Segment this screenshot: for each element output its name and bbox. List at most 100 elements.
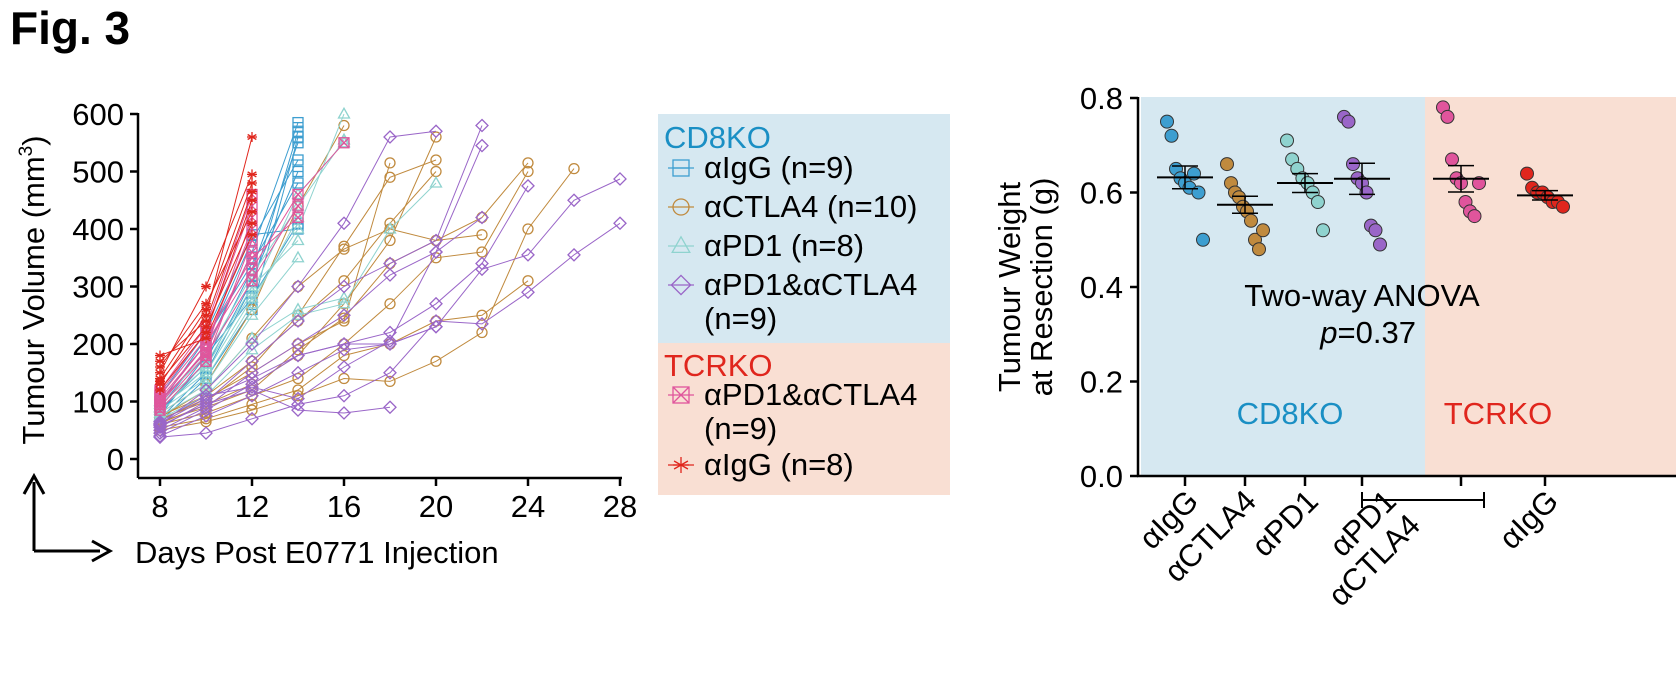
- growth-point-s1-c6: [246, 404, 258, 416]
- legend-marker: [672, 386, 690, 404]
- growth-point-s3-c5: [153, 430, 167, 445]
- growth-point-s3-c7: [383, 400, 397, 415]
- growth-point-s3-c0: [429, 124, 443, 139]
- growth-point-s5-c3: [247, 186, 257, 197]
- growth-point-s1-c5: [246, 398, 258, 411]
- growth-line-s1-c6: [159, 168, 575, 431]
- growth-point-s3-c0: [337, 216, 351, 231]
- growth-point-s1-c5: [522, 275, 534, 287]
- growth-point-s1-c1: [384, 171, 396, 183]
- growth-point-s3-c8: [291, 348, 305, 363]
- growth-point-s2-c7: [291, 187, 305, 200]
- growth-point-s3-c4: [291, 365, 305, 380]
- growth-line-s3-c6: [159, 217, 483, 423]
- growth-point-s3-c2: [199, 400, 213, 415]
- growth-point-s1-c4: [384, 298, 396, 310]
- growth-point-s3-c4: [521, 247, 535, 262]
- x-tick-label: 16: [327, 489, 361, 524]
- growth-point-s3-c5: [199, 426, 213, 441]
- legend-marker: [672, 198, 690, 216]
- tcrko-region: [1425, 97, 1676, 475]
- growth-point-s3-c4: [199, 408, 213, 423]
- weight-points: [1157, 100, 1573, 257]
- axes-arrows: [22, 472, 114, 563]
- growth-point-s3-c4: [337, 342, 351, 357]
- growth-point-s1-c8: [384, 157, 396, 169]
- x-tick-label: αPD1: [1245, 483, 1325, 563]
- growth-point-s3-c4: [475, 262, 489, 277]
- growth-point-s3-c6: [153, 414, 167, 429]
- y-tick-label: 200: [72, 327, 124, 362]
- growth-point-s4-c1: [246, 275, 258, 287]
- growth-point-s2-c3: [291, 250, 305, 263]
- growth-point-s1-c6: [430, 355, 442, 367]
- growth-point-s1-c4: [522, 165, 534, 178]
- growth-point-s3-c3: [429, 296, 443, 311]
- y-tick-label: 0.6: [1080, 176, 1123, 211]
- growth-point-s3-c5: [245, 411, 259, 426]
- growth-point-s3-c0: [383, 130, 397, 144]
- x-tick-label: 8: [151, 489, 168, 524]
- growth-point-s1-c1: [430, 154, 442, 166]
- x-tick-label: 24: [511, 489, 545, 524]
- legend-marker: [672, 159, 690, 177]
- growth-point-s5-c5: [247, 206, 257, 217]
- growth-point-s5-c6: [155, 376, 165, 387]
- figure-label: Fig. 3: [10, 2, 130, 54]
- growth-point-s3-c5: [613, 216, 627, 231]
- growth-point-s2-c0: [337, 106, 351, 119]
- growth-point-s1-c7: [476, 211, 488, 224]
- growth-point-s3-c5: [475, 316, 489, 331]
- weight-point-5: [1556, 199, 1570, 214]
- group-label-tcrko: TCRKO: [1444, 396, 1553, 431]
- growth-point-s4-c8: [154, 395, 166, 408]
- weight-point-4: [1445, 152, 1459, 167]
- growth-point-s2-c7: [337, 135, 351, 148]
- growth-point-s2-c0: [199, 365, 213, 378]
- y-tick-label: 0.0: [1080, 459, 1123, 494]
- growth-point-s3-c4: [613, 172, 627, 186]
- growth-point-s3-c0: [291, 279, 305, 294]
- growth-point-s3-c3: [521, 178, 535, 193]
- y-tick-label: 0.8: [1080, 81, 1123, 116]
- growth-point-s3-c1: [475, 118, 489, 133]
- growth-point-s2-c3: [199, 377, 213, 389]
- weight-chart: Two-way ANOVA p=0.37 CD8KO TCRKO 0.00.20…: [992, 81, 1676, 613]
- x-ticks: [1183, 476, 1547, 486]
- growth-point-s5-c5: [155, 362, 165, 372]
- growth-chart: 0 100 200 300 400 500 600 8 12 16 20 24 28 Tumour V…: [16, 97, 637, 570]
- growth-line-s3-c8: [159, 326, 437, 424]
- growth-point-s3-c0: [245, 337, 259, 351]
- growth-point-s5-c7: [201, 333, 211, 344]
- growth-point-s5-c1: [247, 169, 257, 180]
- growth-point-s3-c6: [383, 334, 397, 349]
- growth-point-s3-c6: [199, 388, 213, 403]
- legend-label: αIgG (n=9): [704, 150, 854, 185]
- growth-point-s2-c7: [245, 285, 259, 297]
- legend-tcrko-bg: [658, 343, 950, 495]
- growth-point-s1-c6: [568, 162, 580, 175]
- growth-point-s1-c7: [292, 280, 304, 293]
- legend-label: αIgG (n=8): [704, 447, 854, 482]
- annotation-test: Two-way ANOVA: [1244, 278, 1480, 313]
- growth-point-s3-c8: [153, 416, 167, 431]
- growth-line-s2-c2: [159, 240, 299, 405]
- y-tick-label: 0.4: [1080, 270, 1123, 305]
- growth-point-s3-c5: [521, 285, 535, 300]
- y-tick-label: 100: [72, 385, 124, 420]
- growth-point-s2-c1: [245, 296, 259, 309]
- growth-point-s5-c6: [247, 218, 257, 229]
- growth-point-s3-c5: [337, 388, 351, 403]
- growth-point-s4-c8: [200, 346, 212, 359]
- growth-point-s3-c7: [245, 383, 259, 397]
- y-axis-label: Tumour Volume (mm3): [16, 135, 51, 444]
- growth-point-s3-c5: [383, 365, 397, 380]
- growth-point-s2-c4: [199, 382, 213, 395]
- growth-point-s3-c7: [337, 406, 351, 420]
- growth-point-s4-c2: [292, 211, 304, 224]
- growth-point-s0-c2: [292, 116, 304, 129]
- x-tick-label: αIgG: [1492, 483, 1565, 556]
- legend-cd8ko-title: CD8KO: [664, 120, 771, 155]
- y-axis-label-line1: Tumour Weight: [992, 182, 1027, 393]
- legend-items: αIgG (n=9) αCTLA4 (n=10) αPD1 (n=8) αPD1&αC…: [668, 150, 918, 482]
